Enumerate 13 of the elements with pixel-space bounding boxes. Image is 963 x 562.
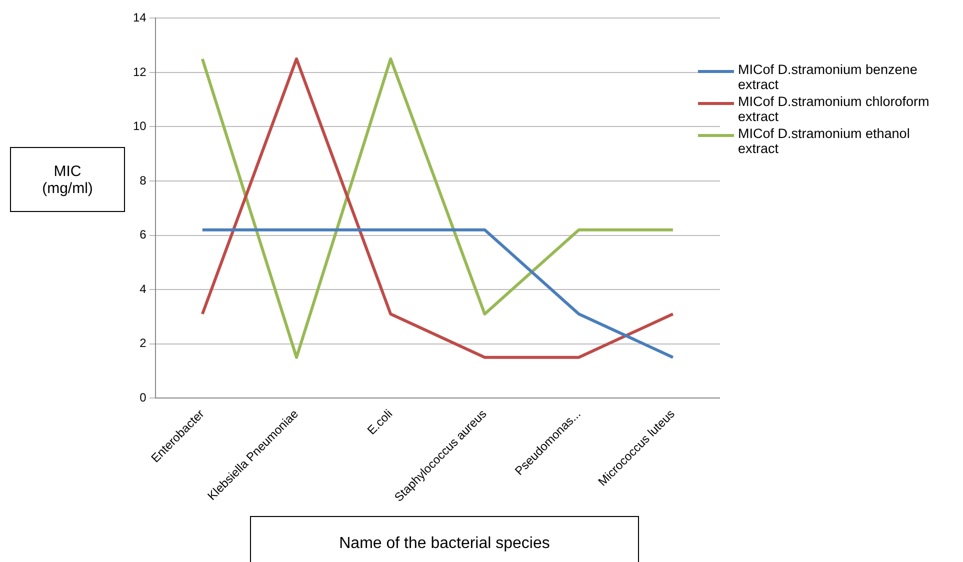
legend-label: MICof D.stramonium chloroform extract xyxy=(738,94,930,124)
y-tick-label: 14 xyxy=(132,10,147,25)
y-tick-label: 6 xyxy=(140,228,147,242)
y-tick-label: 2 xyxy=(140,336,147,350)
y-tick-label: 0 xyxy=(140,390,147,404)
x-axis-title: Name of the bacterial species xyxy=(339,535,550,554)
legend-label: MICof D.stramonium benzene extract xyxy=(738,62,918,92)
legend-label: MICof D.stramonium ethanol extract xyxy=(738,126,911,156)
y-tick-label: 12 xyxy=(132,64,147,79)
y-axis-title: MIC (mg/ml) xyxy=(41,162,94,196)
y-tick-label: 8 xyxy=(140,173,147,188)
y-tick-label: 4 xyxy=(140,282,147,296)
y-tick-label: 10 xyxy=(132,119,147,134)
